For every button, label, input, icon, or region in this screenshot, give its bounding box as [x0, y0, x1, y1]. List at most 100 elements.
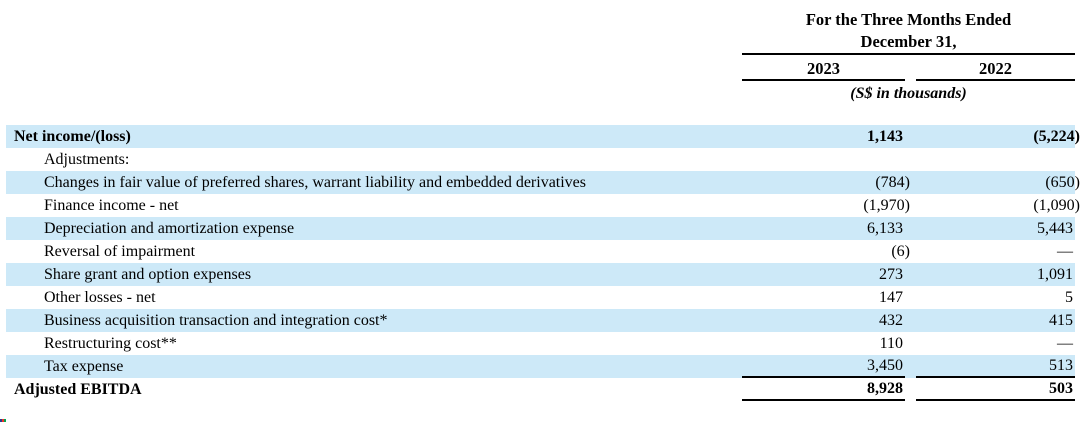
row-label: Tax expense — [44, 358, 124, 375]
column-gap — [905, 263, 916, 286]
value-text: — — [1057, 243, 1073, 260]
period-title-line1: For the Three Months Ended — [805, 10, 1012, 29]
row-label: Changes in fair value of preferred share… — [44, 174, 587, 191]
value-2022: 415 — [916, 309, 1075, 332]
table-header-years: 2023 2022 — [6, 55, 1075, 81]
column-gap — [905, 125, 916, 148]
column-gap — [905, 194, 916, 217]
value-text: 432 — [879, 312, 903, 329]
column-gap — [905, 332, 916, 355]
value-2022: (1,090) — [916, 194, 1080, 217]
value-text: 513 — [1049, 357, 1073, 374]
header-label-spacer — [6, 0, 742, 23]
table-row: Adjusted EBITDA 8,928 503 — [6, 378, 1075, 401]
table-rows: Net income/(loss) 1,143 (5,224) Adjustments… — [6, 125, 1080, 401]
row-label: Other losses - net — [44, 289, 156, 306]
column-gap — [905, 55, 916, 78]
value-text: (784) — [875, 174, 910, 191]
value-2023: (1,970) — [742, 194, 910, 217]
value-2023: 1,143 — [742, 125, 905, 148]
period-title: For the Three Months Ended December 31, — [742, 0, 1075, 55]
value-2022: — — [916, 332, 1075, 355]
row-label: Share grant and option expenses — [44, 266, 252, 283]
value-2022 — [916, 148, 1075, 171]
cropped-artifact-segment — [2, 419, 4, 422]
table-row: Depreciation and amortization expense 6,1… — [6, 217, 1075, 240]
value-text: — — [1057, 335, 1073, 352]
value-2023: (784) — [742, 171, 910, 194]
value-text: 5 — [1065, 289, 1073, 306]
table-row: Tax expense 3,450 513 — [6, 355, 1075, 378]
value-text: 1,143 — [867, 128, 903, 145]
table-row: Other losses - net 147 5 — [6, 286, 1075, 309]
row-label: Restructuring cost** — [44, 335, 177, 352]
value-2023: 6,133 — [742, 217, 905, 240]
table-row: Adjustments: — [6, 148, 1075, 171]
cropped-artifact — [0, 419, 6, 422]
value-2023: 110 — [742, 332, 905, 355]
value-2022: — — [916, 240, 1075, 263]
header-label-spacer — [6, 55, 742, 78]
value-text: (1,970) — [863, 197, 910, 214]
value-text: (6) — [891, 243, 910, 260]
value-2022: (650) — [916, 171, 1080, 194]
value-text: 415 — [1049, 312, 1073, 329]
value-2023: (6) — [742, 240, 910, 263]
table-row: Restructuring cost** 110 — — [6, 332, 1075, 355]
value-2023: 432 — [742, 309, 905, 332]
value-2022: 5 — [916, 286, 1075, 309]
period-title-line2: December 31, — [860, 32, 957, 51]
column-gap — [905, 171, 916, 194]
cropped-artifact-segment — [0, 419, 2, 422]
value-text: (5,224) — [1033, 128, 1080, 145]
value-text: (1,090) — [1033, 197, 1080, 214]
column-gap — [905, 355, 916, 378]
column-gap — [905, 378, 916, 401]
units-note: (S$ in thousands) — [850, 85, 967, 102]
value-text: 273 — [879, 266, 903, 283]
value-2022: 1,091 — [916, 263, 1075, 286]
value-text: 6,133 — [867, 220, 903, 237]
value-2022: 5,443 — [916, 217, 1075, 240]
value-text: 3,450 — [867, 357, 903, 374]
row-label: Business acquisition transaction and int… — [44, 312, 388, 329]
value-2023: 147 — [742, 286, 905, 309]
value-text: 147 — [879, 289, 903, 306]
value-2022: 513 — [916, 355, 1075, 378]
value-text: 110 — [879, 335, 903, 352]
value-2022: 503 — [916, 378, 1075, 401]
value-text: 1,091 — [1037, 266, 1073, 283]
value-2022: (5,224) — [916, 125, 1080, 148]
table-header-period: For the Three Months Ended December 31, — [6, 0, 1075, 55]
row-label: Net income/(loss) — [14, 128, 131, 145]
column-gap — [905, 240, 916, 263]
column-gap — [905, 217, 916, 240]
value-2023: 3,450 — [742, 355, 905, 378]
column-header-2022: 2022 — [916, 55, 1075, 81]
table-row: Reversal of impairment (6) — — [6, 240, 1075, 263]
row-label: Adjustments: — [44, 151, 130, 168]
value-text: 503 — [1049, 380, 1073, 397]
table-header-units: (S$ in thousands) — [6, 81, 1075, 105]
column-gap — [905, 309, 916, 332]
row-label: Depreciation and amortization expense — [44, 220, 295, 237]
value-2023 — [742, 148, 905, 171]
value-text: 8,928 — [867, 380, 903, 397]
row-label: Finance income - net — [44, 197, 179, 214]
statement-table: For the Three Months Ended December 31, … — [6, 0, 1080, 401]
table-row: Share grant and option expenses 273 1,091 — [6, 263, 1075, 286]
value-text: 5,443 — [1037, 220, 1073, 237]
table-row: Changes in fair value of preferred share… — [6, 171, 1080, 194]
value-2023: 8,928 — [742, 378, 905, 401]
column-gap — [905, 148, 916, 171]
table-row: Net income/(loss) 1,143 (5,224) — [6, 125, 1080, 148]
header-label-spacer — [6, 81, 742, 104]
table-row: Finance income - net (1,970) (1,090) — [6, 194, 1080, 217]
value-text: (650) — [1045, 174, 1080, 191]
column-header-2023: 2023 — [742, 55, 905, 81]
table-row: Business acquisition transaction and int… — [6, 309, 1075, 332]
value-2023: 273 — [742, 263, 905, 286]
row-label: Reversal of impairment — [44, 243, 196, 260]
row-label: Adjusted EBITDA — [14, 381, 142, 398]
